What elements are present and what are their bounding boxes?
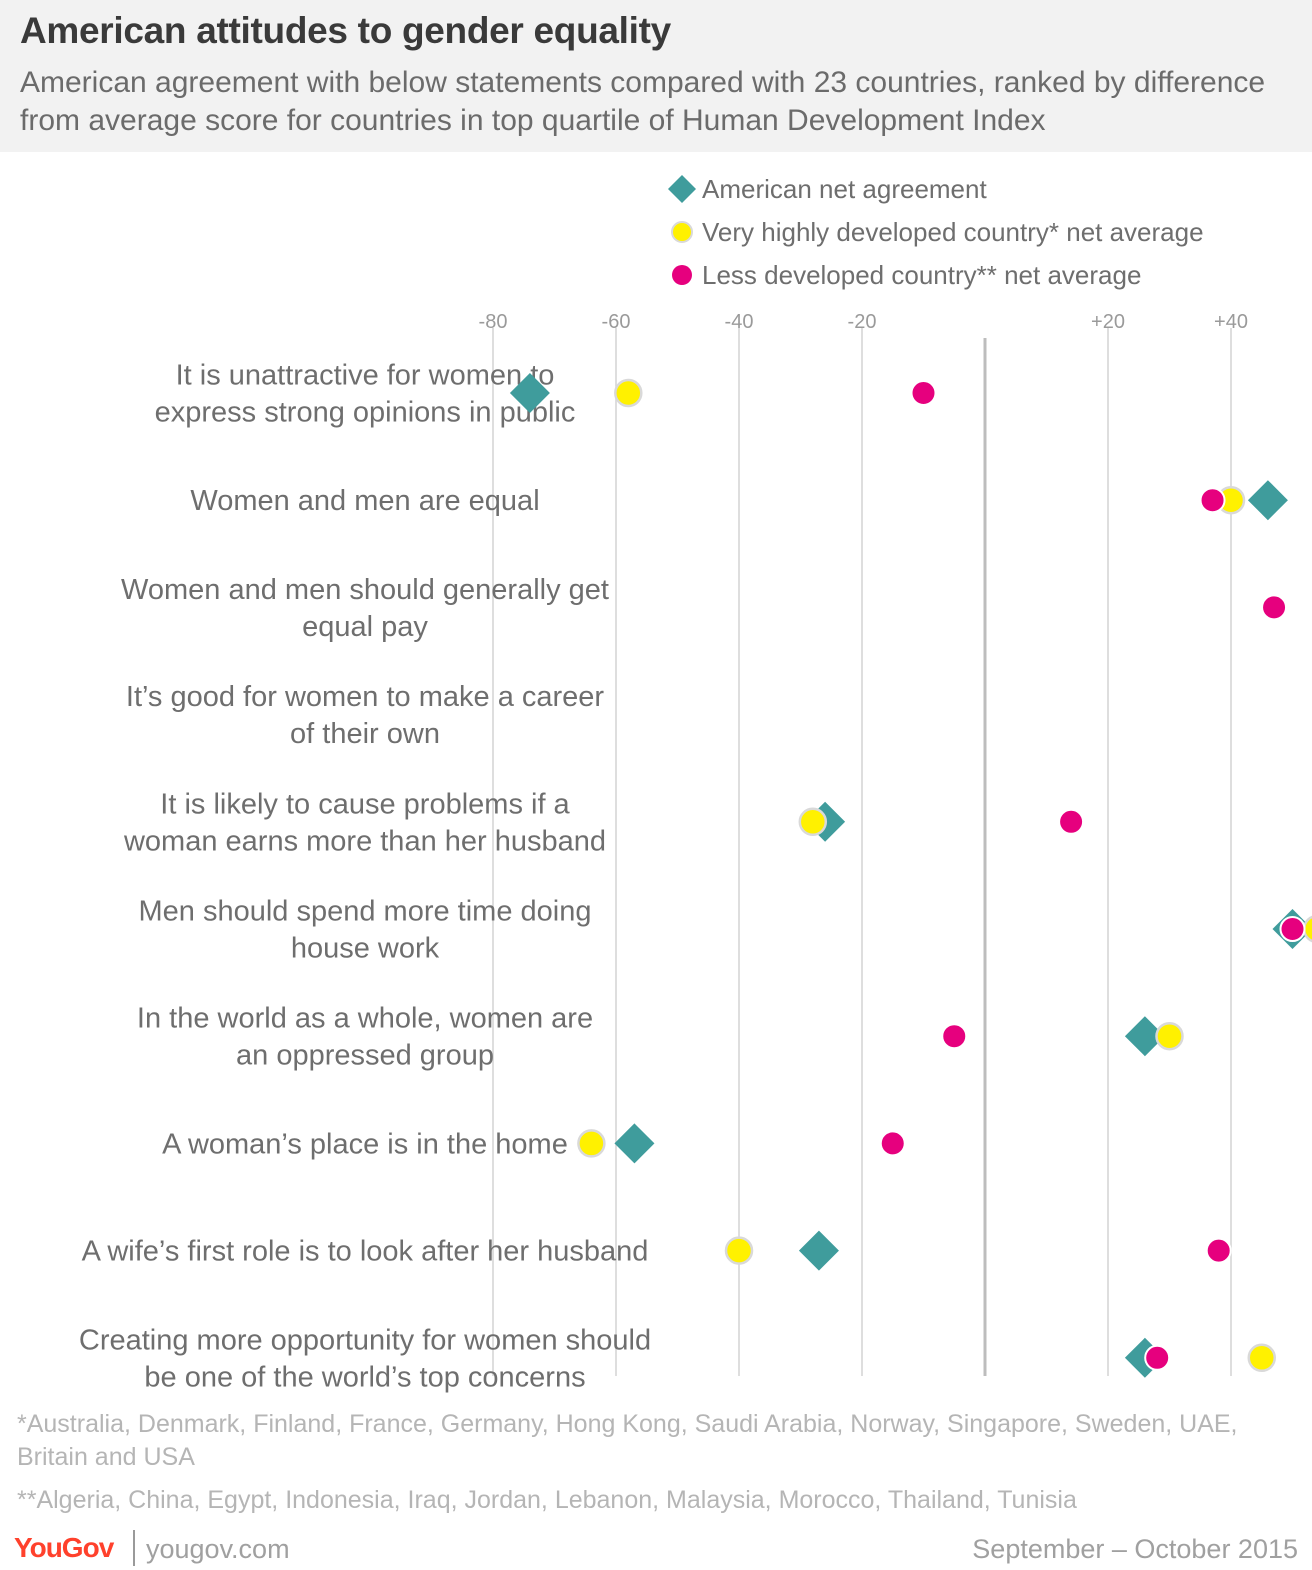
x-tick-label: +40	[1214, 311, 1248, 333]
point-less-developed	[941, 1023, 968, 1050]
point-less-developed	[910, 380, 937, 406]
x-tick-label: +20	[1091, 311, 1125, 333]
category-label: It is likely to cause problems if a woman…	[123, 788, 606, 857]
x-tick-label: -60	[602, 311, 631, 333]
point-high-developed	[577, 1129, 606, 1158]
category-label: A wife’s first role is to look after her…	[82, 1236, 649, 1268]
page-title: American attitudes to gender equality	[20, 10, 671, 51]
category-label: Creating more opportunity for women shou…	[79, 1324, 651, 1393]
category-label: It’s good for women to make a career of t…	[126, 681, 605, 750]
site-link[interactable]: yougov.com	[146, 1534, 290, 1564]
legend-entry: Very highly developed country* net avera…	[702, 217, 1204, 247]
category-label: It is unattractive for women to express s…	[155, 360, 576, 429]
point-high-developed	[1247, 1343, 1276, 1373]
header: American attitudes to gender equality Am…	[0, 0, 1312, 152]
category-label: In the world as a whole, women are an opp…	[137, 1003, 593, 1072]
point-high-developed	[614, 378, 643, 408]
point-american	[1247, 480, 1288, 521]
legend-marker-high-developed	[671, 221, 693, 243]
logo-divider	[133, 1530, 135, 1566]
x-tick-label: -40	[725, 311, 754, 333]
point-high-developed	[724, 1236, 754, 1265]
footnote-less-developed: **Algeria, China, Egypt, Indonesia, Iraq…	[17, 1486, 1077, 1514]
point-less-developed	[1058, 808, 1085, 835]
point-high-developed	[1155, 1021, 1184, 1051]
point-american	[509, 373, 550, 413]
point-less-developed	[1144, 1344, 1171, 1371]
x-tick-label: -20	[848, 311, 877, 333]
point-less-developed	[879, 1130, 906, 1157]
category-label: A woman’s place is in the home	[162, 1128, 568, 1160]
x-tick-label: -80	[479, 311, 508, 333]
survey-date: September – October 2015	[972, 1534, 1298, 1564]
point-high-developed	[798, 807, 828, 837]
point-less-developed	[1279, 916, 1306, 942]
legend-marker-less-developed	[672, 265, 692, 285]
footnote-high-developed: *Australia, Denmark, Finland, France, Ge…	[17, 1410, 1238, 1471]
category-label: Women and men are equal	[190, 485, 539, 517]
point-american	[614, 1123, 655, 1164]
legend-entry: Less developed country** net average	[702, 260, 1141, 290]
point-american	[798, 1230, 839, 1271]
legend-marker-american	[668, 175, 696, 203]
point-less-developed	[1199, 487, 1226, 514]
category-label: Women and men should generally get equal …	[121, 574, 609, 643]
point-less-developed	[1205, 1237, 1232, 1264]
category-label: Men should spend more time doing house wo…	[139, 896, 592, 965]
dot-plot-chart: -80-60-40-20+20+40+60+80American net agr…	[79, 174, 1312, 1393]
page-subtitle: American agreement with below statements…	[20, 66, 1266, 137]
yougov-logo: YouGov	[14, 1532, 114, 1563]
point-less-developed	[1261, 594, 1288, 621]
legend-entry: American net agreement	[702, 174, 987, 204]
